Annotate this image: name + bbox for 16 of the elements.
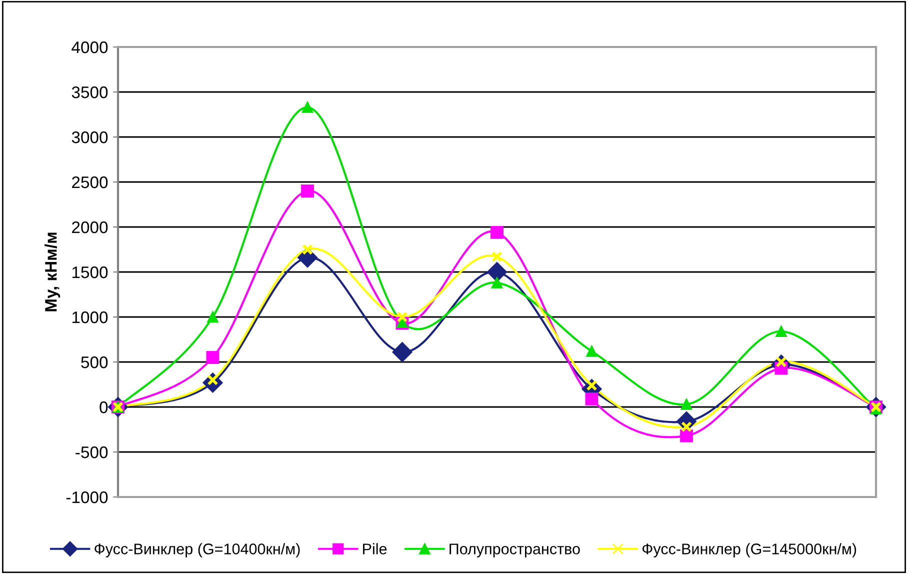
y-tick-label: -500: [76, 446, 108, 458]
legend-label: Полупространство: [450, 544, 580, 558]
y-tick-label: 1000: [72, 311, 108, 324]
y-tick-label: 3000: [72, 131, 108, 144]
y-tick-label: 2500: [72, 176, 108, 188]
y-tick-label: 0: [100, 401, 108, 414]
y-tick-label: 500: [81, 356, 108, 368]
legend-label: Pile: [363, 543, 387, 554]
y-tick-label: 2000: [72, 221, 108, 234]
y-tick-label: -1000: [66, 491, 108, 504]
legend-label: Фусс-Винклер (G=145000кн/м): [642, 543, 856, 558]
y-tick-label: 1500: [72, 266, 108, 278]
y-tick-label: 4000: [72, 41, 108, 54]
legend-label: Фусс-Винклер (G=10400кн/м): [94, 543, 300, 558]
y-tick-label: 3500: [72, 86, 108, 98]
y-axis-title: My, кНм/м: [44, 232, 60, 312]
